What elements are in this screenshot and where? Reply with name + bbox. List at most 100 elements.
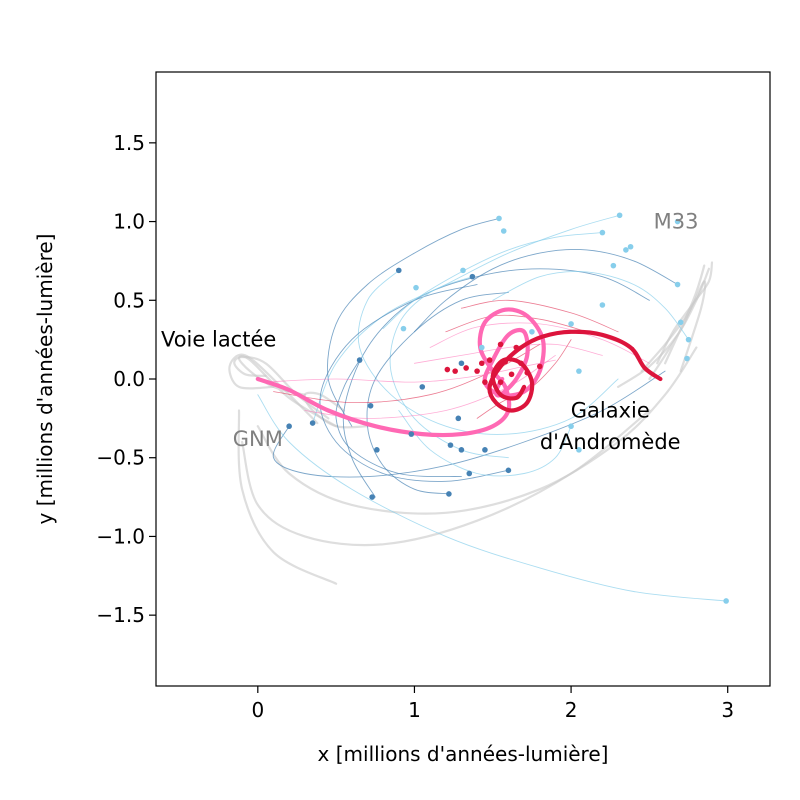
satellite-point-m31-20 xyxy=(723,598,729,604)
satellite-point-m31-21 xyxy=(478,344,485,351)
andromeda-satellite-track-6 xyxy=(414,343,603,364)
andromeda-cluster-point-0 xyxy=(444,366,451,373)
satellite-point-m31-7 xyxy=(610,262,617,269)
satellite-point-mw-17 xyxy=(458,360,465,367)
satellite-point-m31-2 xyxy=(616,212,623,219)
satellite-point-m31-0 xyxy=(496,215,502,222)
satellite-point-m31-13 xyxy=(568,321,574,327)
satellite-point-mw-16 xyxy=(419,384,426,390)
satellite-point-mw-7 xyxy=(447,442,454,448)
andromeda-cluster-point-7 xyxy=(502,358,509,365)
andromeda-satellite-track-5 xyxy=(461,299,619,333)
andromeda-cluster-point-4 xyxy=(478,360,485,367)
andromeda-cluster-point-11 xyxy=(536,363,543,370)
gray-track-5 xyxy=(640,280,707,373)
annotation-4: d'Andromède xyxy=(540,430,681,454)
axes: 0 1 2 3 −1.5 −1.0 −0.5 0.0 0.5 1.0 1.5 xyxy=(96,131,734,722)
andromeda-satellite-track-4 xyxy=(429,322,650,364)
gray-track-9 xyxy=(241,409,651,547)
andromeda-cluster-point-13 xyxy=(482,379,488,385)
satellite-track-11 xyxy=(398,410,572,477)
x-axis-label: x [millions d'années-lumière] xyxy=(318,742,609,766)
andromeda-cluster-point-14 xyxy=(513,344,520,351)
satellite-point-m31-15 xyxy=(568,423,574,430)
x-tick-label-2: 2 xyxy=(565,698,578,722)
plot-area xyxy=(228,212,729,604)
y-tick-label-1: −1.0 xyxy=(96,524,145,548)
satellite-point-m31-18 xyxy=(413,284,419,291)
andromeda-cluster-point-9 xyxy=(518,360,524,367)
satellite-point-mw-10 xyxy=(505,467,512,474)
x-tick-label-1: 1 xyxy=(408,698,421,722)
satellite-point-m31-1 xyxy=(500,228,507,234)
annotation-2: M33 xyxy=(654,210,699,234)
satellite-point-m31-10 xyxy=(685,336,692,343)
satellite-point-m31-9 xyxy=(677,319,684,326)
andromeda-cluster-point-15 xyxy=(497,341,504,348)
andromeda-orbit xyxy=(487,329,663,413)
satellite-track-8 xyxy=(413,248,679,333)
satellite-point-mw-3 xyxy=(367,402,374,409)
gray-track-4 xyxy=(648,264,706,381)
satellite-point-m31-8 xyxy=(674,281,681,288)
satellite-point-mw-6 xyxy=(408,431,415,437)
satellite-point-m31-19 xyxy=(400,325,407,332)
andromeda-cluster-point-3 xyxy=(474,368,480,374)
annotation-0: Voie lactée xyxy=(161,328,276,352)
gray-track-2 xyxy=(237,355,338,428)
gray-track-6 xyxy=(617,267,710,388)
satellite-track-3 xyxy=(257,394,727,602)
satellite-point-mw-1 xyxy=(469,273,476,280)
satellite-point-m31-4 xyxy=(623,247,629,253)
x-tick-label-0: 0 xyxy=(251,698,264,722)
satellite-point-m31-22 xyxy=(529,328,535,335)
satellite-point-mw-11 xyxy=(446,491,452,497)
annotation-1: GNM xyxy=(233,427,283,451)
satellite-track-13 xyxy=(492,270,690,341)
andromeda-cluster-point-8 xyxy=(508,371,515,378)
satellite-track-5 xyxy=(312,214,621,424)
gray-track-7 xyxy=(656,261,714,365)
andromeda-cluster-point-6 xyxy=(493,368,499,374)
satellite-point-mw-9 xyxy=(482,447,488,453)
y-tick-label-2: −0.5 xyxy=(96,446,145,470)
satellite-point-m31-3 xyxy=(599,229,606,236)
gray-track-10 xyxy=(237,409,338,585)
satellite-point-mw-15 xyxy=(455,415,462,422)
y-tick-label-6: 1.5 xyxy=(113,131,145,155)
andromeda-cluster-point-2 xyxy=(463,365,469,371)
satellite-track-12 xyxy=(335,359,462,478)
satellite-point-mw-4 xyxy=(309,420,316,426)
satellite-point-mw-5 xyxy=(286,423,292,430)
satellite-point-m31-14 xyxy=(576,368,582,374)
satellite-point-mw-12 xyxy=(369,494,375,500)
y-tick-label-0: −1.5 xyxy=(96,603,145,627)
satellite-point-mw-0 xyxy=(395,267,402,274)
satellite-point-m31-6 xyxy=(674,218,681,225)
satellite-point-mw-13 xyxy=(374,447,380,453)
andromeda-cluster-point-12 xyxy=(497,379,504,385)
andromeda-cluster-point-10 xyxy=(524,369,531,376)
satellite-point-m31-12 xyxy=(599,302,606,308)
y-tick-label-4: 0.5 xyxy=(113,288,145,312)
satellite-point-mw-14 xyxy=(458,447,465,453)
y-tick-label-3: 0.0 xyxy=(113,367,145,391)
gray-track-8 xyxy=(256,346,698,515)
satellite-point-m31-17 xyxy=(460,267,466,274)
satellite-track-10 xyxy=(366,291,509,495)
satellite-point-mw-8 xyxy=(466,470,473,477)
satellite-point-mw-2 xyxy=(356,357,363,363)
satellite-track-9 xyxy=(382,232,603,330)
andromeda-cluster-point-1 xyxy=(452,368,458,374)
andromeda-cluster-point-5 xyxy=(486,357,493,363)
annotations: Voie lactée GNM M33 Galaxie d'Andromède xyxy=(161,210,698,454)
satellite-point-m31-16 xyxy=(576,447,582,453)
y-axis-label: y [millions d'années-lumière] xyxy=(33,234,57,525)
x-tick-label-3: 3 xyxy=(721,698,734,722)
satellite-point-m31-5 xyxy=(627,243,634,250)
andromeda-satellite-track-1 xyxy=(273,344,541,404)
y-tick-label-5: 1.0 xyxy=(113,210,145,234)
milky-way-orbit xyxy=(255,307,546,438)
gray-track-3 xyxy=(303,391,369,429)
